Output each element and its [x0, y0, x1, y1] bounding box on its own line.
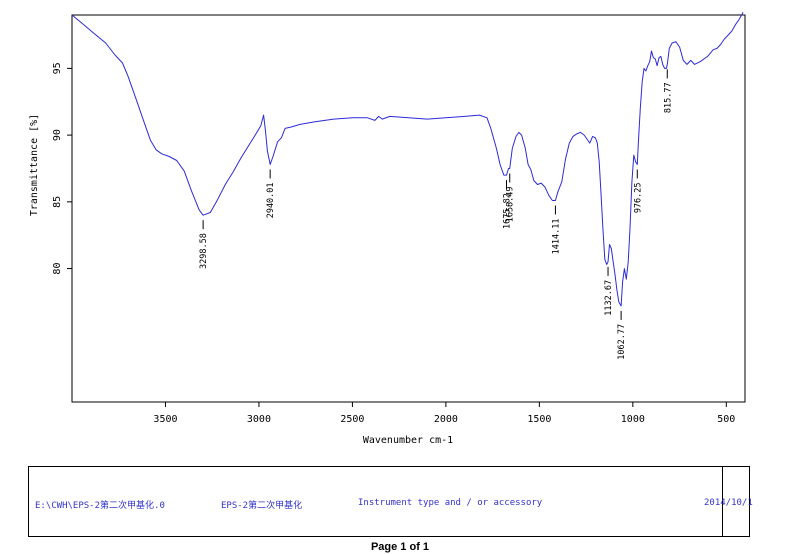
- x-tick-label: 3500: [153, 414, 177, 425]
- plot-frame: [71, 14, 746, 403]
- x-tick-label: 3000: [247, 414, 271, 425]
- spectrum-line: [71, 12, 744, 307]
- footer-box: E:\CWH\EPS-2第二次甲基化.0 EPS-2第二次甲基化 Instrum…: [28, 466, 753, 537]
- y-axis-title: Transmittance [%]: [29, 114, 40, 216]
- peak-label: 1675.82: [502, 193, 512, 229]
- x-tick-label: 2500: [340, 414, 364, 425]
- peak-label: 1414.11: [551, 218, 561, 254]
- peak-label: 2940.01: [266, 182, 276, 218]
- instrument-text: Instrument type and / or accessory: [358, 498, 543, 508]
- file-path-text: E:\CWH\EPS-2第二次甲基化.0: [35, 501, 165, 511]
- y-tick-label: 80: [52, 263, 63, 275]
- x-tick-label: 500: [717, 414, 735, 425]
- y-tick-label: 85: [52, 196, 63, 208]
- x-axis: 3500 3000 2500 2000 1500 1000 500: [153, 402, 735, 425]
- sample-name-text: EPS-2第二次甲基化: [221, 501, 303, 511]
- y-tick-label: 90: [52, 129, 63, 141]
- x-tick-label: 2000: [434, 414, 458, 425]
- series-layer: [71, 12, 744, 307]
- ir-spectrum-chart: 3500 3000 2500 2000 1500 1000 500 80 85 90 95 329…: [29, 12, 746, 446]
- peak-label: 1062.77: [617, 324, 627, 360]
- footer-divider: [722, 467, 723, 536]
- peak-label: 3298.58: [199, 233, 209, 269]
- page-label: Page 1 of 1: [370, 541, 430, 553]
- peak-label: 1658.49: [506, 186, 516, 222]
- date-text: 2014/10/1: [704, 498, 753, 508]
- peak-label: 976.25: [633, 182, 643, 213]
- x-tick-label: 1000: [621, 414, 645, 425]
- x-tick-label: 1500: [527, 414, 551, 425]
- peak-label: 815.77: [663, 82, 673, 113]
- x-axis-title: Wavenumber cm-1: [363, 435, 453, 446]
- peak-label: 1132.67: [604, 280, 614, 316]
- y-axis: 80 85 90 95: [52, 62, 72, 275]
- y-tick-label: 95: [52, 62, 63, 74]
